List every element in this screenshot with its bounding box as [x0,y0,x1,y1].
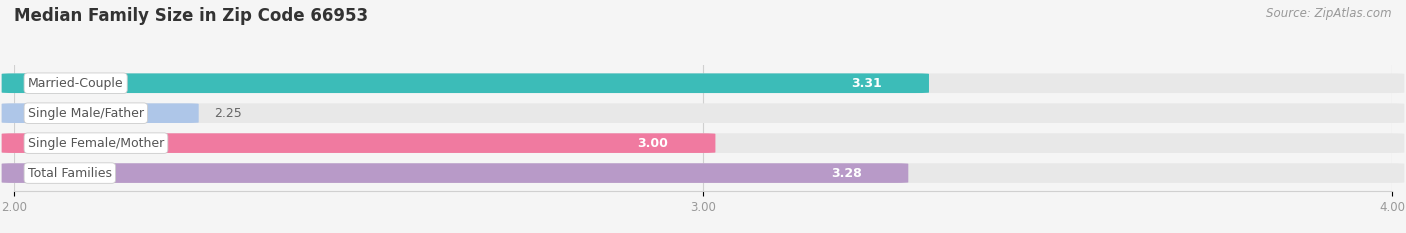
Text: 3.31: 3.31 [852,77,882,90]
Text: Source: ZipAtlas.com: Source: ZipAtlas.com [1267,7,1392,20]
Text: Total Families: Total Families [28,167,112,180]
FancyBboxPatch shape [1,73,1405,93]
FancyBboxPatch shape [1,133,1405,153]
Text: Median Family Size in Zip Code 66953: Median Family Size in Zip Code 66953 [14,7,368,25]
Text: Single Male/Father: Single Male/Father [28,107,143,120]
FancyBboxPatch shape [1,73,929,93]
Text: 2.25: 2.25 [214,107,242,120]
Text: 3.28: 3.28 [831,167,862,180]
FancyBboxPatch shape [1,133,716,153]
Text: Married-Couple: Married-Couple [28,77,124,90]
Text: Single Female/Mother: Single Female/Mother [28,137,165,150]
Text: 3.00: 3.00 [638,137,669,150]
FancyBboxPatch shape [1,163,908,183]
FancyBboxPatch shape [1,103,198,123]
FancyBboxPatch shape [1,103,1405,123]
FancyBboxPatch shape [1,163,1405,183]
